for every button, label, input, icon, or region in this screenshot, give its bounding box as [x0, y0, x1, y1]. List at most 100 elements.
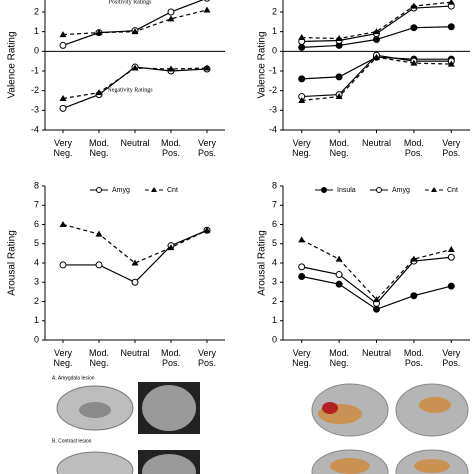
x-tick-label: Neutral — [120, 348, 150, 358]
point — [131, 278, 139, 286]
x-tick-label: Very Pos. — [197, 348, 216, 368]
x-tick-label: Very Neg. — [53, 348, 73, 368]
point — [373, 53, 380, 60]
brain-image — [414, 459, 450, 473]
point — [95, 230, 103, 237]
point — [203, 6, 211, 13]
x-tick-label: Neutral — [120, 138, 150, 148]
annotation: Negativity Ratings — [107, 87, 153, 93]
x-tick-label: Very Neg. — [292, 348, 312, 368]
x-tick-label: Mod. Neg. — [329, 138, 350, 158]
x-tick-label: Mod. Neg. — [88, 138, 109, 158]
brain-image — [419, 397, 451, 413]
legend-marker — [151, 187, 157, 192]
point — [410, 59, 418, 66]
brain-images — [56, 382, 469, 474]
y-tick-label: 8 — [272, 180, 277, 190]
point — [447, 60, 455, 67]
y-tick-label: 4 — [272, 257, 277, 267]
point — [59, 104, 67, 112]
y-tick-label: 8 — [34, 180, 39, 190]
point — [335, 255, 343, 262]
y-tick-label: 1 — [272, 315, 277, 325]
x-tick-label: Mod. Pos. — [403, 138, 424, 158]
brain-image — [322, 402, 338, 414]
x-tick-label: Very Neg. — [292, 138, 312, 158]
point — [59, 31, 67, 38]
y-tick-label: -1 — [31, 65, 39, 75]
y-tick-label: 1 — [34, 315, 39, 325]
point — [298, 263, 306, 271]
point — [335, 280, 343, 288]
y-tick-label: 2 — [272, 6, 277, 16]
y-axis-label: Arousal Rating — [257, 230, 268, 296]
y-tick-label: 6 — [34, 219, 39, 229]
y-tick-label: -2 — [31, 85, 39, 95]
x-tick-label: Very Pos. — [442, 348, 461, 368]
point — [95, 89, 103, 96]
point — [298, 96, 306, 103]
y-tick-label: 7 — [34, 200, 39, 210]
legend-label: Cnt — [447, 187, 458, 194]
y-tick-label: 1 — [34, 26, 39, 36]
x-tick-label: Neutral — [361, 348, 391, 358]
x-tick-label: Very Neg. — [53, 138, 73, 158]
point — [373, 296, 380, 303]
y-tick-label: -1 — [269, 65, 277, 75]
legend-label: Insula — [337, 187, 356, 194]
y-tick-label: 5 — [34, 238, 39, 248]
y-tick-label: 0 — [34, 334, 39, 344]
x-tick-label: Mod. Pos. — [160, 348, 181, 368]
point — [447, 0, 455, 5]
legend-marker — [376, 187, 382, 193]
y-tick-label: -3 — [269, 105, 277, 115]
legend-marker — [321, 187, 327, 193]
y-axis-label: Arousal Rating — [7, 230, 18, 296]
x-tick-label: Very Pos. — [442, 138, 461, 158]
x-tick-label: Mod. Neg. — [329, 348, 350, 368]
point — [167, 8, 175, 16]
series-line — [62, 0, 204, 46]
legend-marker — [431, 187, 437, 192]
point — [131, 28, 139, 35]
brain-image — [56, 451, 134, 474]
series-line — [301, 56, 452, 102]
x-tick-label: Neutral — [361, 138, 391, 148]
x-tick-label: Mod. Pos. — [403, 348, 424, 368]
point — [167, 65, 175, 72]
y-tick-label: 5 — [272, 238, 277, 248]
point — [95, 29, 103, 36]
point — [447, 23, 455, 31]
x-tick-label: Mod. Neg. — [88, 348, 109, 368]
y-tick-label: -4 — [269, 124, 277, 134]
legend-marker — [96, 187, 102, 193]
y-tick-label: 3 — [272, 277, 277, 287]
point — [410, 24, 418, 32]
point — [373, 28, 380, 35]
y-tick-label: 4 — [34, 257, 39, 267]
point — [335, 93, 343, 100]
series-line — [62, 67, 208, 100]
point — [335, 35, 343, 42]
x-tick-label: Very Pos. — [197, 138, 216, 158]
point — [59, 221, 67, 227]
brain-image — [142, 454, 196, 474]
y-axis-label: Valence Rating — [257, 31, 268, 98]
point — [410, 255, 418, 262]
y-tick-label: 0 — [34, 46, 39, 56]
y-tick-label: 2 — [34, 6, 39, 16]
series-line — [301, 1, 452, 40]
point — [298, 75, 306, 83]
brain-image — [79, 402, 111, 418]
point — [373, 305, 380, 313]
y-tick-label: 2 — [34, 296, 39, 306]
y-tick-label: 0 — [272, 334, 277, 344]
y-tick-label: 3 — [34, 277, 39, 287]
y-tick-label: 7 — [272, 200, 277, 210]
brain-image — [142, 385, 196, 431]
point — [447, 246, 455, 253]
y-tick-label: 0 — [272, 46, 277, 56]
point — [298, 236, 306, 243]
